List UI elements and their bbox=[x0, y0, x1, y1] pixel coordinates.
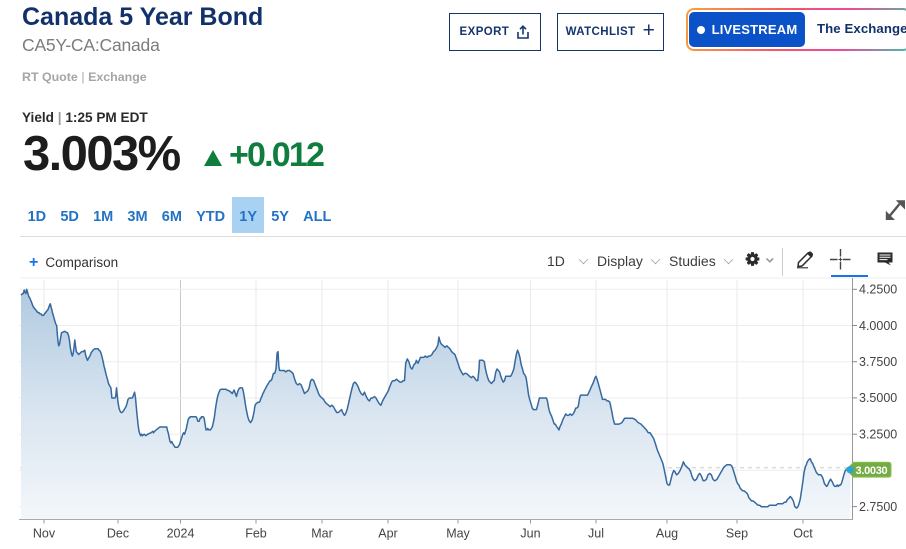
svg-text:Oct: Oct bbox=[793, 527, 813, 541]
svg-text:4.2500: 4.2500 bbox=[859, 283, 897, 297]
svg-text:3.2500: 3.2500 bbox=[859, 428, 897, 442]
svg-text:Jul: Jul bbox=[588, 527, 604, 541]
svg-text:Feb: Feb bbox=[245, 527, 267, 541]
svg-text:2.7500: 2.7500 bbox=[859, 500, 897, 514]
svg-text:Aug: Aug bbox=[656, 527, 678, 541]
svg-text:Dec: Dec bbox=[107, 527, 129, 541]
svg-text:Apr: Apr bbox=[378, 527, 397, 541]
svg-text:Mar: Mar bbox=[311, 527, 333, 541]
svg-text:Nov: Nov bbox=[33, 527, 56, 541]
svg-text:Sep: Sep bbox=[726, 527, 748, 541]
svg-text:3.5000: 3.5000 bbox=[859, 391, 897, 405]
svg-text:4.0000: 4.0000 bbox=[859, 319, 897, 333]
svg-text:3.0030: 3.0030 bbox=[856, 465, 888, 477]
svg-text:May: May bbox=[446, 527, 470, 541]
svg-text:2024: 2024 bbox=[167, 527, 195, 541]
svg-text:3.7500: 3.7500 bbox=[859, 355, 897, 369]
svg-text:Jun: Jun bbox=[520, 527, 540, 541]
